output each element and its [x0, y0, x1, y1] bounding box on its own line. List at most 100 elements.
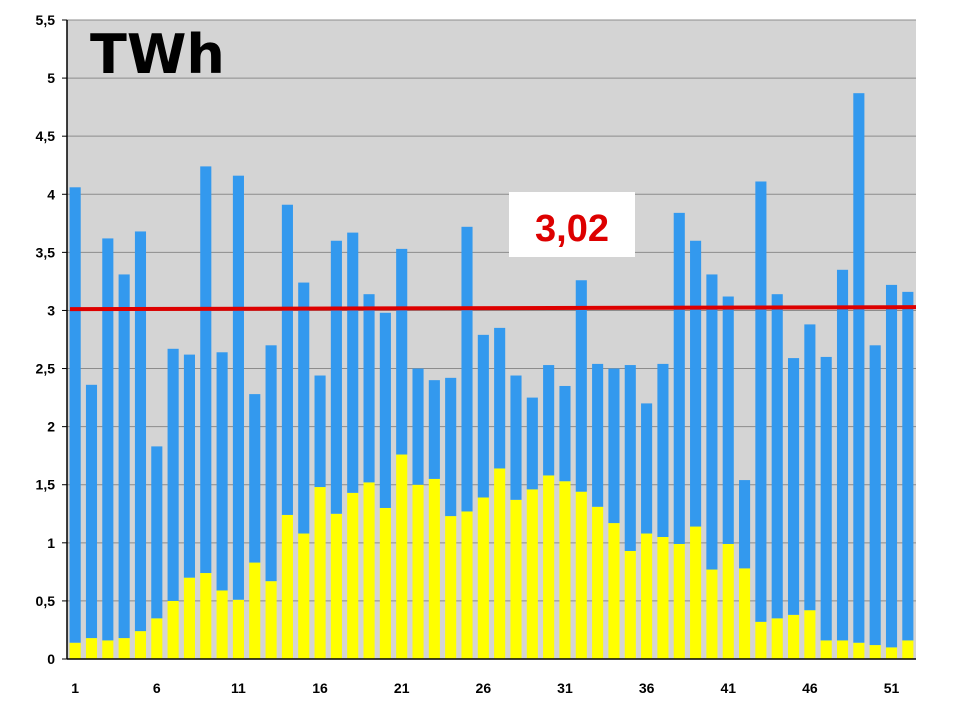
y-tick-label: 3,5 [36, 244, 56, 260]
bar-segment-bottom [477, 497, 489, 659]
bar-segment-bottom [379, 507, 391, 659]
bar-segment-bottom [755, 621, 767, 659]
bar-segment-top [706, 274, 718, 570]
bar-segment-bottom [836, 640, 849, 659]
bar-segment-bottom [788, 614, 800, 659]
bar-segment-bottom [118, 638, 130, 659]
y-tick-label: 3 [47, 302, 55, 318]
bar-segment-top [559, 385, 571, 482]
bar-segment-bottom [526, 489, 538, 659]
bar-segment-bottom [249, 562, 261, 659]
bar-segment-bottom [298, 533, 310, 659]
axes [62, 19, 916, 660]
y-tick-label: 2 [47, 419, 55, 435]
bar-segment-top [445, 377, 457, 517]
y-tick-label: 4 [47, 186, 55, 202]
x-tick-label: 51 [884, 680, 900, 696]
bar-segment-bottom [330, 513, 342, 659]
bar-segment-bottom [347, 492, 359, 659]
bar-segment-bottom [216, 590, 228, 659]
y-tick-labels: 0 0,5 1 1,5 2 2,5 3 3,5 4 4,5 5 5,5 [36, 12, 56, 667]
bar-segment-bottom [183, 577, 195, 659]
bar-segment-bottom [412, 484, 424, 659]
bar-segment-bottom [396, 454, 408, 659]
bar-segment-bottom [363, 482, 375, 659]
bar-segment-bottom [690, 526, 702, 659]
bar-segment-bottom [543, 475, 555, 659]
bar-segment-top [543, 365, 555, 476]
bar-segment-top [673, 212, 685, 544]
bar-segment-bottom [706, 569, 718, 659]
bar-segment-top [183, 354, 195, 578]
bar-segment-top [330, 240, 342, 514]
bar-segment-bottom [869, 645, 881, 659]
bar-segment-top [788, 358, 800, 615]
bar-segment-top [510, 375, 522, 500]
bar-segment-bottom [722, 543, 734, 659]
bar-segment-bottom [134, 631, 147, 659]
bar-segment-bottom [428, 478, 440, 659]
bar-segment-top [200, 166, 212, 574]
bar-segment-top [216, 352, 228, 591]
bar-segment-top [347, 232, 359, 493]
bar-segment-top [722, 296, 734, 544]
y-tick-label: 0 [47, 651, 55, 667]
bar-segment-bottom [820, 640, 832, 659]
mean-label-box [509, 192, 635, 257]
bar-segment-bottom [657, 537, 669, 659]
bar-segment-top [151, 446, 163, 619]
y-tick-label: 5,5 [36, 12, 56, 28]
bar-segment-bottom [641, 533, 653, 659]
bar-segment-top [69, 187, 81, 643]
bar-segment-top [820, 356, 832, 641]
bar-segment-top [461, 226, 473, 512]
mean-value-label: 3,02 [535, 208, 609, 250]
bar-segment-top [102, 238, 114, 641]
x-tick-label: 41 [720, 680, 736, 696]
bar-segment-top [526, 397, 538, 490]
bar-segment-top [836, 269, 849, 641]
bar-segment-top [804, 324, 816, 611]
bar-segment-top [608, 368, 620, 524]
bar-segment-top [363, 294, 375, 483]
bar-segment-bottom [85, 638, 98, 659]
bar-segment-bottom [151, 618, 163, 659]
y-tick-label: 0,5 [36, 593, 56, 609]
bar-segment-top [167, 348, 179, 601]
bar-segment-top [281, 204, 293, 515]
bar-segment-bottom [885, 647, 898, 659]
x-tick-label: 11 [231, 680, 246, 696]
bar-segment-top [379, 312, 391, 508]
bar-segment-bottom [281, 514, 293, 659]
bar-segment-bottom [200, 573, 212, 659]
bar-segment-bottom [232, 599, 244, 659]
bar-segment-bottom [771, 618, 783, 659]
bar-segment-top [869, 345, 881, 646]
bar-segment-bottom [265, 581, 277, 659]
bar-segment-bottom [461, 511, 473, 659]
x-tick-labels: 1 6 11 16 21 26 31 36 41 46 51 [71, 680, 899, 696]
bars [69, 93, 914, 659]
bar-segment-bottom [853, 642, 865, 659]
y-tick-label: 4,5 [36, 128, 56, 144]
y-tick-label: 1,5 [36, 477, 56, 493]
bar-segment-top [690, 240, 702, 527]
x-tick-label: 31 [557, 680, 573, 696]
bar-segment-bottom [804, 610, 816, 659]
bar-segment-top [641, 403, 653, 534]
bar-segment-bottom [592, 506, 604, 659]
bar-segment-top [885, 284, 898, 648]
bar-segment-top [396, 248, 408, 455]
x-tick-label: 16 [312, 680, 328, 696]
x-tick-label: 26 [476, 680, 492, 696]
bar-segment-top [592, 363, 604, 507]
bar-segment-bottom [559, 481, 571, 659]
bar-segment-top [232, 175, 244, 600]
x-tick-label: 1 [71, 680, 79, 696]
y-tick-label: 2,5 [36, 361, 56, 377]
bar-segment-top [298, 282, 310, 534]
bar-segment-top [118, 274, 130, 639]
bar-segment-top [428, 380, 440, 479]
